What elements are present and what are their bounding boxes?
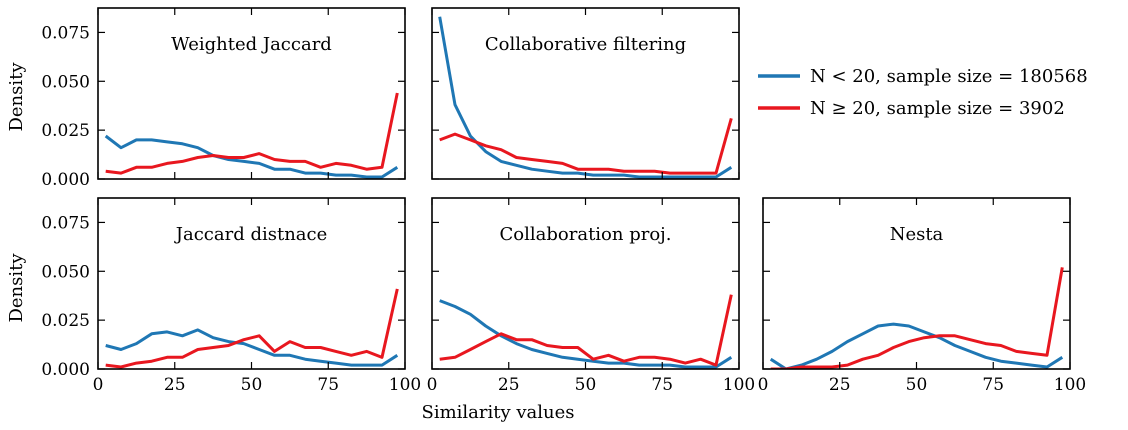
y-tick-label: 0.075: [41, 213, 90, 233]
panel-1: 0.000 0.025 0.050 0.075 Weighted Jaccard: [41, 7, 406, 190]
panel-4-series-large-n-line: [439, 294, 733, 367]
legend-label-large-n: N ≥ 20, sample size = 3902: [810, 98, 1065, 119]
y-tick-label: 0.050: [41, 72, 90, 92]
panel-3-series-large-n-line: [105, 288, 399, 369]
legend-label-small-n: N < 20, sample size = 180568: [810, 66, 1088, 87]
y-tick-label: 0.075: [41, 23, 90, 43]
legend: N < 20, sample size = 180568 N ≥ 20, sam…: [758, 66, 1088, 119]
panel-2: Collaborative filtering: [431, 7, 740, 180]
panel-4-title: Collaboration proj.: [500, 224, 672, 245]
y-tick-label: 0.025: [41, 311, 90, 331]
x-tick-label: 50: [241, 375, 263, 395]
panel-1-series-large-n-line: [105, 92, 399, 175]
x-tick-label: 25: [829, 375, 851, 395]
x-tick-label: 25: [498, 375, 520, 395]
y-tick-label: 0.050: [41, 262, 90, 282]
panel-5-title: Nesta: [890, 224, 944, 245]
x-tick-label: 0: [93, 375, 104, 395]
y-tick-label: 0.000: [41, 170, 90, 190]
x-tick-label: 100: [389, 375, 421, 395]
y-tick-label: 0.000: [41, 360, 90, 380]
x-tick-label: 50: [575, 375, 597, 395]
row1-ylabel: Density: [6, 62, 27, 132]
x-tick-label: 0: [758, 375, 769, 395]
x-tick-label: 25: [164, 375, 186, 395]
panel-2-series-large-n-line: [439, 117, 733, 175]
panel-1-series-small-n-line: [104, 134, 399, 179]
x-axis-label: Similarity values: [421, 402, 574, 423]
panel-4: 0 25 50 75 100 Collaboration proj.: [427, 197, 755, 395]
panel-4-series-small-n-line: [439, 299, 733, 369]
row2-ylabel: Density: [6, 253, 27, 323]
panel-5-series-small-n-line: [769, 322, 1064, 369]
panel-2-title: Collaborative filtering: [485, 34, 686, 55]
panels: 0.000 0.025 0.050 0.075 Weighted Jaccard Coll…: [41, 7, 1086, 395]
x-tick-label: 100: [1054, 375, 1086, 395]
panel-3: 0 25 50 75 100 0.000 0.025 0.050 0.075 Jaccard di…: [41, 197, 421, 395]
panel-1-title: Weighted Jaccard: [171, 34, 332, 55]
panel-3-series-small-n-line: [105, 328, 399, 367]
x-tick-label: 0: [427, 375, 438, 395]
x-tick-label: 100: [723, 375, 755, 395]
x-tick-label: 75: [651, 375, 673, 395]
x-tick-label: 75: [982, 375, 1004, 395]
panel-5-series-large-n-line: [770, 267, 1064, 369]
panel-3-title: Jaccard distnace: [174, 224, 328, 245]
x-tick-label: 50: [906, 375, 928, 395]
x-tick-label: 75: [317, 375, 339, 395]
panel-5: 0 25 50 75 100 Nesta: [758, 197, 1086, 395]
y-tick-label: 0.025: [41, 121, 90, 141]
